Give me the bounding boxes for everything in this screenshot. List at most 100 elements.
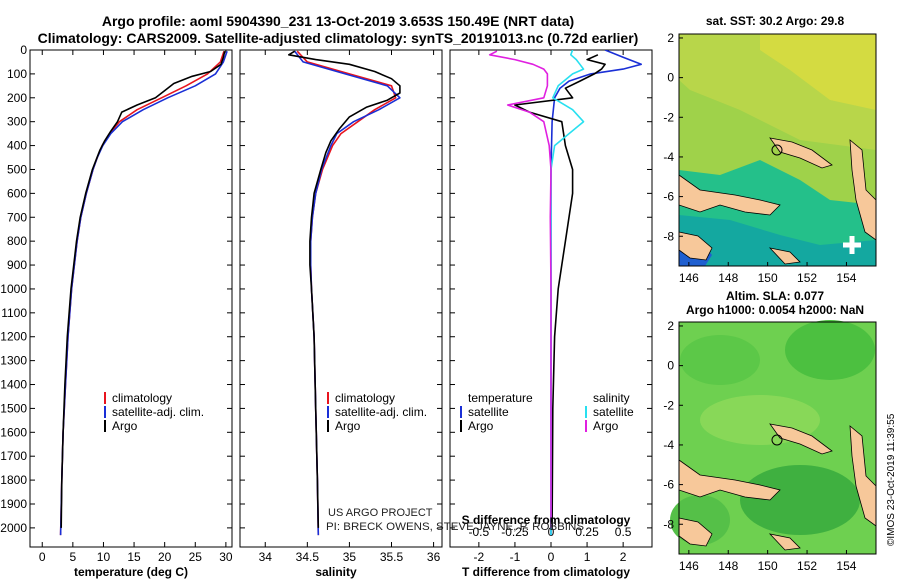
legend-label-satellite: satellite-adj. clim.: [112, 405, 204, 419]
series-line-s-argo: [488, 50, 552, 528]
map-y-tick-label: -2: [663, 398, 674, 412]
y-tick-label: 1500: [0, 401, 27, 415]
sla-map: [670, 320, 877, 554]
legend-label-climatology: climatology: [335, 391, 395, 405]
salinity-legend: climatology satellite-adj. clim. Argo: [327, 391, 427, 433]
imos-stamp: ©IMOS 23-Oct-2019 11:39:55: [886, 413, 897, 546]
legend-label-s-satellite: satellite: [593, 405, 634, 419]
y-tick-label: 1700: [0, 449, 27, 463]
legend-label-argo: Argo: [112, 419, 138, 433]
map-y-tick-label: 2: [667, 319, 674, 333]
sst-map: [678, 34, 877, 266]
legend-title-temperature: temperature: [468, 391, 533, 405]
y-tick-label: 1100: [1, 306, 27, 320]
y-tick-label: 300: [7, 115, 27, 129]
series-line-climatology: [59, 50, 225, 536]
x-tick-label: 2: [620, 550, 627, 564]
map-x-tick-label: 150: [758, 559, 778, 573]
x-tick-label: 35.5: [380, 550, 404, 564]
y-tick-label: 500: [7, 162, 27, 176]
y-tick-label: 1200: [0, 330, 27, 344]
x-tick-label: 34.5: [296, 550, 320, 564]
x-tick-label: 15: [127, 550, 141, 564]
credit-project: US ARGO PROJECT: [328, 507, 433, 519]
map-x-tick-label: 150: [758, 271, 778, 285]
map-y-tick-label: -8: [663, 229, 674, 243]
x-tick-label: 0: [39, 550, 46, 564]
y-tick-label: 1800: [0, 473, 27, 487]
legend-label-s-argo: Argo: [593, 419, 619, 433]
x-tick-label: 0: [548, 550, 555, 564]
legend-label-t-argo: Argo: [468, 419, 494, 433]
x-tick-label: 5: [70, 550, 77, 564]
map-x-tick-label: 146: [679, 271, 699, 285]
map-y-tick-label: -2: [663, 110, 674, 124]
series-group: [59, 50, 228, 536]
legend-title-salinity: salinity: [593, 391, 630, 405]
map-x-tick-label: 154: [836, 271, 856, 285]
y-tick-label: 800: [7, 234, 27, 248]
difference-xlabel: T difference from climatology: [462, 565, 630, 579]
x-tick-label: 34: [259, 550, 273, 564]
legend-label-satellite: satellite-adj. clim.: [335, 405, 427, 419]
legend-label-t-satellite: satellite: [468, 405, 509, 419]
map-x-tick-label: 148: [718, 271, 738, 285]
y-tick-label: 1900: [0, 497, 27, 511]
series-line-argo: [60, 51, 226, 528]
legend-label-climatology: climatology: [112, 391, 172, 405]
credit-pi: PI: BRECK OWENS, STEVE JAYNE, P. ROBBINS: [326, 521, 584, 533]
map-x-tick-label: 148: [718, 559, 738, 573]
map-y-tick-label: -6: [663, 190, 674, 204]
series-group: [287, 50, 401, 536]
temperature-panel-frame: [29, 49, 233, 548]
profile-lines: [59, 50, 643, 536]
x-tick-label: 30: [219, 550, 233, 564]
difference-top-xlabel: S difference from climatology: [462, 513, 631, 527]
sst-map-title: sat. SST: 30.2 Argo: 29.8: [706, 14, 845, 28]
y-tick-label: 1000: [0, 282, 27, 296]
series-line-satellite-adj-clim-: [294, 50, 401, 536]
legend-label-argo: Argo: [335, 419, 361, 433]
sla-map-title-2: Argo h1000: 0.0054 h2000: NaN: [686, 303, 864, 317]
map-axis-ticks: 146 148 150 152 154 2 0 -2 -4 -6 -8 146 148 150 152 154…: [663, 31, 856, 573]
x-tick-label: 1: [584, 550, 591, 564]
y-tick-label: 1400: [0, 378, 27, 392]
x-top-tick-label: 0.25: [575, 525, 599, 539]
map-y-tick-label: -4: [663, 150, 674, 164]
title-line-2: Climatology: CARS2009. Satellite-adjuste…: [38, 30, 639, 46]
y-tick-label: 400: [7, 139, 27, 153]
series-group: [488, 50, 643, 536]
sla-map-frame: [678, 321, 877, 555]
x-tick-label: 10: [97, 550, 111, 564]
y-tick-label: 1300: [0, 354, 27, 368]
series-line-t-argo: [514, 54, 606, 528]
y-tick-label: 2000: [0, 521, 27, 535]
x-tick-label: -1: [510, 550, 521, 564]
map-y-tick-label: 0: [667, 71, 674, 85]
y-tick-label: 700: [7, 210, 27, 224]
y-tick-label: 200: [7, 91, 27, 105]
map-x-tick-label: 146: [679, 559, 699, 573]
map-x-tick-label: 152: [797, 271, 817, 285]
map-y-tick-label: -6: [663, 478, 674, 492]
temperature-xlabel: temperature (deg C): [74, 565, 188, 579]
map-y-tick-label: -4: [663, 438, 674, 452]
map-y-tick-label: 0: [667, 359, 674, 373]
x-tick-label: -2: [474, 550, 485, 564]
series-line-t-satellite: [550, 50, 643, 536]
x-top-tick-label: 0.5: [615, 525, 632, 539]
y-tick-label: 0: [20, 43, 27, 57]
map-y-tick-label: -8: [663, 517, 674, 531]
sla-map-title-1: Altim. SLA: 0.077: [726, 289, 824, 303]
difference-legend: temperature satellite Argo salinity sate…: [460, 391, 634, 433]
salinity-panel-frame: [239, 49, 443, 548]
map-x-tick-label: 154: [836, 559, 856, 573]
y-tick-label: 1600: [0, 425, 27, 439]
y-tick-label: 100: [7, 67, 27, 81]
y-tick-label: 600: [7, 186, 27, 200]
x-top-tick-label: -0.5: [469, 525, 490, 539]
series-line-s-satellite: [550, 50, 585, 536]
map-y-tick-label: 2: [667, 31, 674, 45]
series-line-satellite-adj-clim-: [59, 50, 228, 536]
